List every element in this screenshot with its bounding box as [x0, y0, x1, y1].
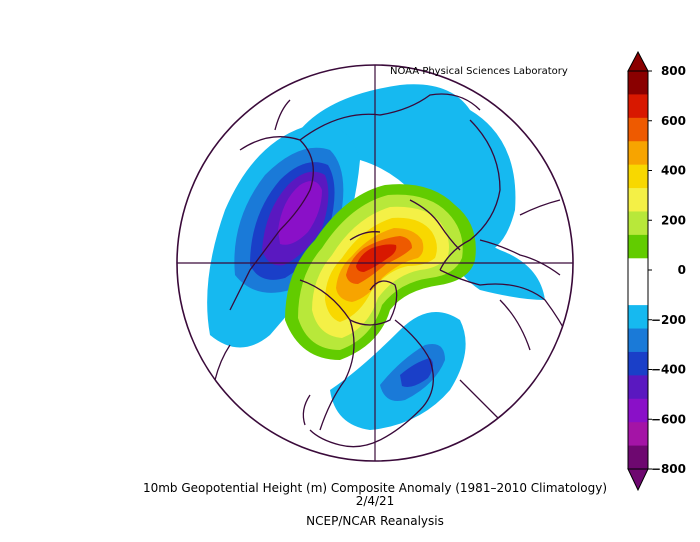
map-boundary: [176, 64, 574, 462]
colorbar-swatch: [628, 281, 648, 306]
map-date: 2/4/21: [355, 494, 395, 508]
colorbar-tick-label: 800: [661, 64, 686, 78]
coastlines: [214, 93, 571, 448]
colorbar-top-arrow: [627, 50, 649, 72]
canada-low-core: [400, 358, 434, 387]
colorbar-swatch: [628, 258, 648, 283]
colorbar-tick-label: −400: [651, 363, 686, 377]
colorbar-tick-label: −800: [651, 462, 686, 476]
colorbar-swatch: [628, 328, 648, 353]
colorbar-tick-label: 200: [661, 213, 686, 227]
colorbar-swatch: [628, 94, 648, 119]
colorbar-swatch: [628, 117, 648, 142]
colorbar-swatch: [628, 141, 648, 166]
colorbar: 800 600 400 200 0 −200 −400 −600 −800: [627, 50, 686, 492]
colorbar-tick-label: 400: [661, 164, 686, 178]
colorbar-tick-label: −200: [651, 313, 686, 327]
map-title: 10mb Geopotential Height (m) Composite A…: [142, 481, 608, 495]
credit-label: NOAA Physical Sciences Laboratory: [390, 66, 568, 77]
colorbar-swatch: [628, 445, 648, 470]
colorbar-bottom-arrow: [627, 468, 649, 492]
colorbar-swatch: [628, 211, 648, 236]
colorbar-swatch: [628, 351, 648, 376]
colorbar-swatch: [628, 164, 648, 189]
map-source: NCEP/NCAR Reanalysis: [306, 514, 444, 528]
colorbar-tick-label: −600: [651, 412, 686, 426]
colorbar-swatch: [628, 188, 648, 212]
low-center-core: [278, 181, 322, 245]
colorbar-swatch: [628, 234, 648, 259]
colorbar-swatches: [628, 71, 648, 470]
colorbar-labels: 800 600 400 200 0 −200 −400 −600 −800: [648, 64, 686, 476]
colorbar-tick-label: 600: [661, 114, 686, 128]
colorbar-swatch: [628, 398, 648, 423]
colorbar-swatch: [628, 422, 648, 447]
colorbar-swatch: [628, 375, 648, 400]
colorbar-tick-label: 0: [678, 263, 686, 277]
colorbar-swatch: [628, 305, 648, 330]
colorbar-swatch: [628, 71, 648, 95]
positive-anomaly-800: [356, 244, 397, 272]
